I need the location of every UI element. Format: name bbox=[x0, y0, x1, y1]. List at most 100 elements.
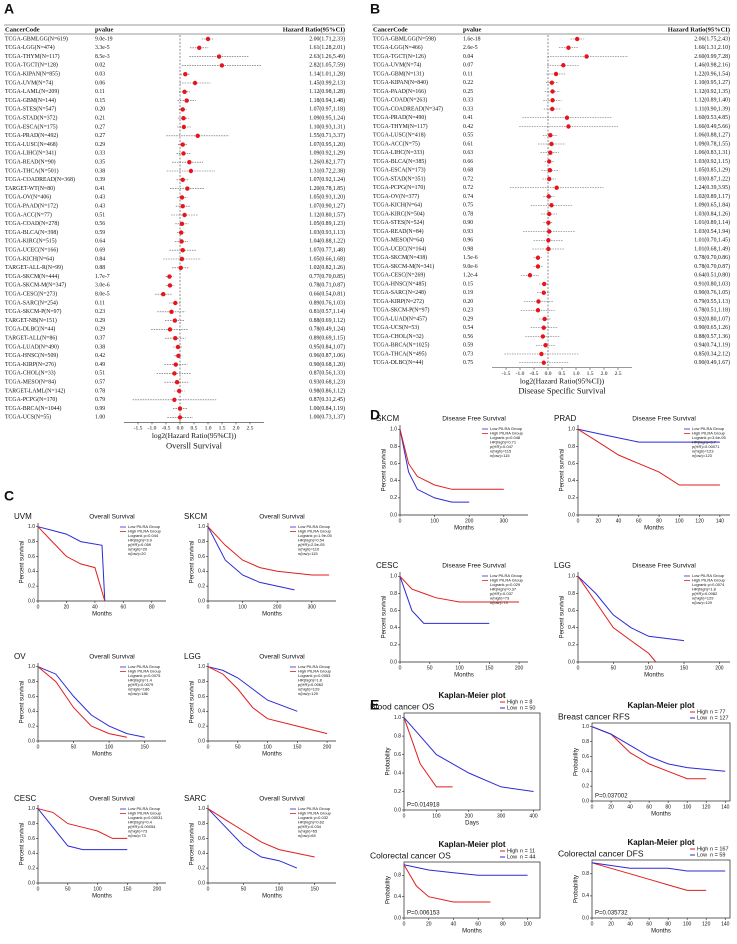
x-tick-label: 200 bbox=[323, 744, 332, 750]
hazard-ratio-label: 0.90(0.68,1.20) bbox=[309, 361, 345, 368]
x-tick-label: 50 bbox=[65, 886, 71, 892]
x-tick-label: 200 bbox=[273, 604, 282, 610]
hazard-ratio-point bbox=[173, 300, 178, 306]
statistic: Logrank p=0.00031 bbox=[128, 815, 163, 820]
cancer-code: TCGA-LIHC(N=333) bbox=[373, 149, 424, 156]
x-tick-label: 100 bbox=[675, 518, 684, 524]
y-tick-label: 0.6 bbox=[568, 461, 575, 467]
legend-count: n = 50 bbox=[520, 705, 535, 711]
statistic: Logrank p=3.6e-05 bbox=[692, 435, 726, 440]
plot-frame bbox=[591, 722, 731, 802]
pvalue: 0.69 bbox=[95, 248, 105, 254]
x-axis-label: Months bbox=[92, 612, 112, 618]
x-tick-label: 20 bbox=[608, 804, 614, 810]
statistic: HR(high)=0.4 bbox=[128, 820, 153, 825]
hazard-ratio-label: 0.78(0.49,1.24) bbox=[309, 326, 345, 333]
x-tick-label: 0 bbox=[207, 604, 210, 610]
x-tick-label: 0 bbox=[37, 744, 40, 750]
cancer-code: TCGA-STAD(N=351) bbox=[373, 175, 425, 182]
statistic: n(low)=186 bbox=[128, 691, 149, 696]
cancer-code: TCGA-ACC(N=77) bbox=[5, 211, 52, 218]
cancer-code: TCGA-PRAD(N=492) bbox=[5, 132, 58, 139]
cancer-code: TCGA-STES(N=524) bbox=[373, 219, 424, 226]
cancer-code: TCGA-THCA(N=501) bbox=[5, 167, 59, 174]
legend-label: High PILRA Group bbox=[128, 811, 162, 816]
y-tick-label: 0.4 bbox=[198, 709, 205, 715]
hazard-ratio-point bbox=[564, 115, 570, 120]
cancer-code: TCGA-PAAD(N=166) bbox=[373, 88, 426, 95]
y-tick-label: 0.4 bbox=[582, 769, 589, 775]
column-header: Hazard Ratio(95%CI) bbox=[668, 26, 730, 33]
hazard-ratio-label: 0.87(0.31,2.45) bbox=[309, 396, 345, 403]
hazard-ratio-label: 1.05(0.85,1.29) bbox=[694, 167, 730, 174]
survival-curve bbox=[577, 428, 720, 486]
cancer-code: TCGA-STAD(N=372) bbox=[5, 115, 57, 122]
hazard-ratio-point bbox=[527, 273, 533, 278]
hazard-ratio-point bbox=[546, 194, 551, 199]
cancer-code: TCGA-ESCA(N=173) bbox=[373, 167, 426, 174]
y-tick-label: 0.0 bbox=[394, 915, 401, 921]
survival-curve bbox=[577, 575, 685, 642]
hazard-ratio-label: 1.05(0.93,1.20) bbox=[309, 194, 345, 201]
hazard-ratio-point bbox=[546, 220, 551, 225]
cancer-code: TCGA-GBM(N=131) bbox=[373, 70, 424, 77]
y-axis-label: Probability bbox=[574, 875, 580, 903]
statistic: Logrank p=0.029 bbox=[490, 582, 521, 587]
survival-curve bbox=[207, 808, 315, 858]
hazard-ratio-label: 1.66(1.31,2.10) bbox=[694, 44, 730, 51]
y-tick-label: 0.4 bbox=[568, 478, 575, 484]
hazard-ratio-point bbox=[561, 63, 566, 68]
x-tick-label: 300 bbox=[497, 813, 506, 819]
x-tick-label: 40 bbox=[451, 921, 457, 927]
pvalue: 0.75 bbox=[463, 203, 473, 209]
column-header: CancerCode bbox=[373, 26, 408, 33]
hazard-ratio-label: 0.78(0.70,0.87) bbox=[694, 263, 730, 270]
y-tick-label: 0.6 bbox=[28, 836, 35, 842]
hazard-ratio-label: 1.66(0.49,5.66) bbox=[694, 123, 730, 130]
legend-label: Low PILRA Group bbox=[490, 426, 523, 431]
cancer-code: TCGA-DLBC(N=44) bbox=[373, 359, 423, 366]
legend-label: Low PILRA Group bbox=[692, 426, 725, 431]
hazard-ratio-point bbox=[172, 397, 177, 402]
x-tick-label: 0 bbox=[399, 665, 402, 671]
cancer-code: TCGA-COADREAD(N=347) bbox=[373, 105, 443, 112]
chart-subtitle: Disease Free Survival bbox=[442, 563, 506, 570]
y-tick-label: 0.2 bbox=[390, 642, 397, 648]
x-tick-label: 1.5 bbox=[587, 371, 594, 377]
y-tick-label: 0.2 bbox=[198, 723, 205, 729]
hazard-ratio-point bbox=[180, 107, 185, 112]
y-tick-label: 0.8 bbox=[582, 871, 589, 877]
survival-curve bbox=[37, 526, 106, 602]
pvalue: 0.56 bbox=[463, 334, 473, 340]
chart-subtitle: Disease Free Survival bbox=[632, 563, 696, 570]
legend-count: n = 127 bbox=[710, 715, 729, 721]
x-tick-label: 20 bbox=[426, 921, 432, 927]
hazard-ratio-label: 1.05(0.66,1.68) bbox=[309, 255, 345, 262]
hazard-ratio-label: 0.88(0.57,1.36) bbox=[694, 333, 730, 340]
y-axis-label: Probability bbox=[386, 747, 392, 775]
hazard-ratio-label: 0.89(0.69,1.15) bbox=[309, 335, 345, 342]
panel-label: B bbox=[370, 1, 380, 17]
survival-curve bbox=[399, 429, 504, 490]
hazard-ratio-label: 1.12(0.80,1.57) bbox=[309, 211, 345, 218]
y-tick-label: 0.2 bbox=[198, 583, 205, 589]
statistic: p(HR)=0.00071 bbox=[692, 444, 720, 449]
cancer-code: TCGA-LGG(N=466) bbox=[373, 44, 423, 51]
legend-label: Low PILRA Group bbox=[490, 573, 523, 578]
cancer-code: TCGA-ACC(N=75) bbox=[373, 140, 420, 147]
x-tick-label: 80 bbox=[500, 921, 506, 927]
pvalue: 0.72 bbox=[463, 176, 473, 182]
survival-curve bbox=[37, 666, 145, 738]
x-tick-label: 0 bbox=[37, 886, 40, 892]
x-axis-label: Months bbox=[462, 929, 482, 935]
x-tick-label: 40 bbox=[616, 518, 622, 524]
hazard-ratio-point bbox=[543, 343, 548, 348]
hazard-ratio-label: 1.07(0.77,1.48) bbox=[309, 247, 345, 254]
survival-curve bbox=[399, 576, 490, 624]
x-tick-label: 20 bbox=[595, 518, 601, 524]
survival-curve bbox=[399, 575, 520, 603]
statistic: p(HR)=0.0079 bbox=[128, 682, 154, 687]
hazard-ratio-point bbox=[535, 308, 541, 313]
legend-label: High PILRA Group bbox=[692, 578, 726, 583]
hazard-ratio-label: 2.60(0.99,7.28) bbox=[694, 53, 730, 60]
